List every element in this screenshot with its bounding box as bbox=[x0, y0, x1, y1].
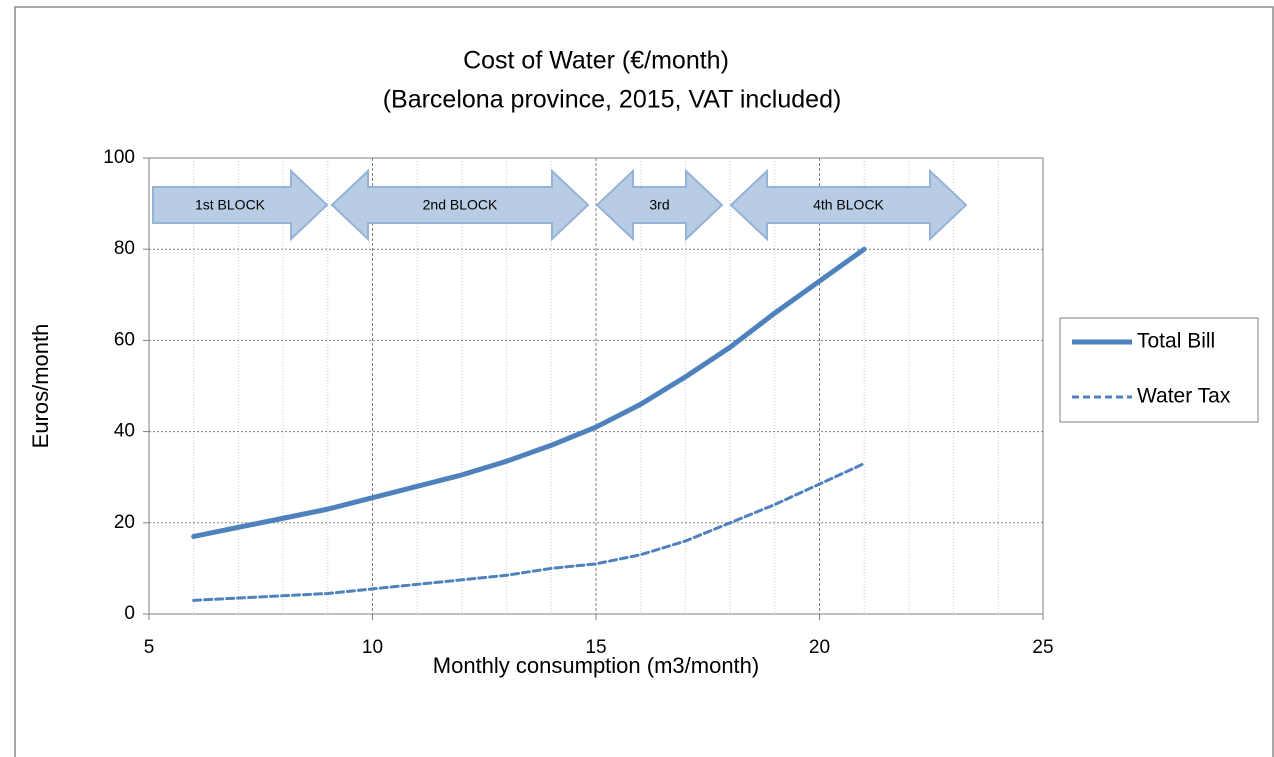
legend-box bbox=[1059, 317, 1259, 423]
y-tick-label: 0 bbox=[124, 603, 135, 624]
plot-border bbox=[148, 157, 1044, 615]
block-label: 3rd bbox=[649, 197, 669, 213]
series-line bbox=[191, 246, 867, 539]
y-tick-label: 40 bbox=[114, 421, 135, 442]
chart-subtitle: (Barcelona province, 2015, VAT included) bbox=[383, 86, 842, 114]
y-tick-label: 60 bbox=[114, 329, 135, 350]
x-tick-label: 15 bbox=[585, 637, 606, 658]
x-tick-label: 25 bbox=[1032, 637, 1053, 658]
block-arrow bbox=[729, 168, 968, 242]
block-arrow bbox=[595, 168, 724, 242]
legend-label: Water Tax bbox=[1137, 385, 1231, 408]
block-arrow bbox=[152, 168, 329, 242]
block-label: 2nd BLOCK bbox=[423, 197, 498, 213]
chart-title: Cost of Water (€/month) bbox=[463, 47, 729, 75]
block-label: 4th BLOCK bbox=[813, 197, 884, 213]
x-tick-label: 5 bbox=[144, 637, 155, 658]
block-arrow bbox=[330, 168, 590, 242]
y-tick-label: 80 bbox=[114, 238, 135, 259]
x-tick-label: 10 bbox=[362, 637, 383, 658]
series-line bbox=[192, 462, 866, 602]
legend-label: Total Bill bbox=[1137, 330, 1215, 353]
y-tick-label: 100 bbox=[103, 147, 135, 168]
y-axis-label: Euros/month bbox=[28, 324, 53, 449]
x-axis-label: Monthly consumption (m3/month) bbox=[433, 653, 759, 678]
y-tick-label: 20 bbox=[114, 512, 135, 533]
block-label: 1st BLOCK bbox=[195, 197, 266, 213]
x-tick-label: 20 bbox=[809, 637, 830, 658]
